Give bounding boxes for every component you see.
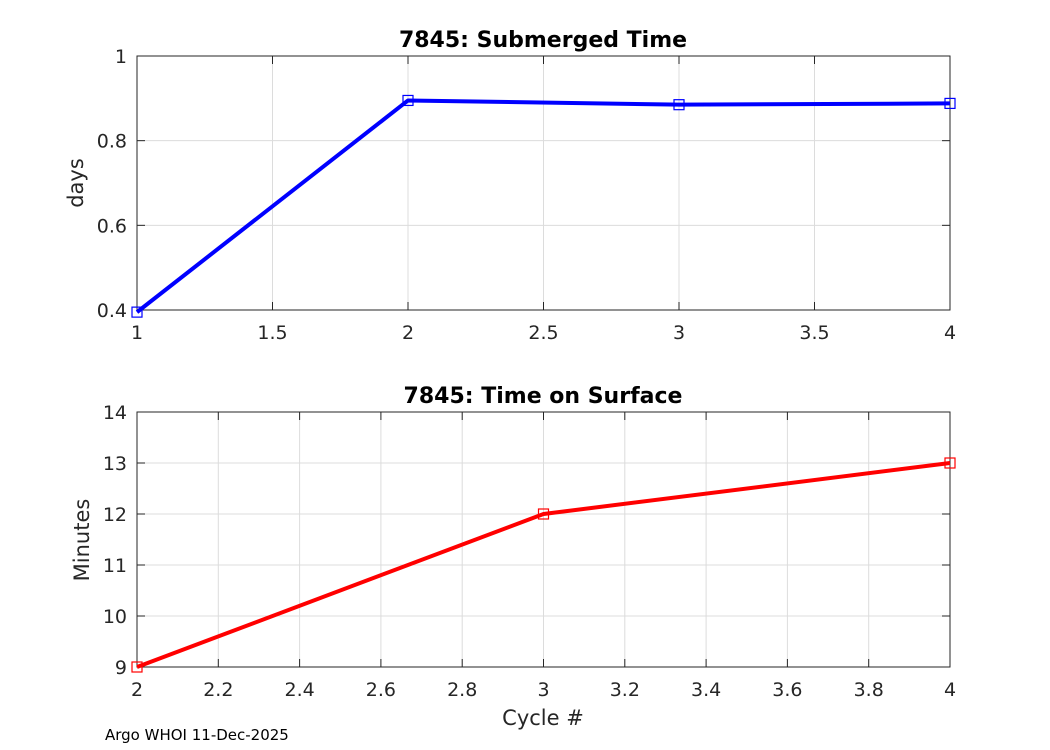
surface-time-series-line: [136, 461, 951, 669]
surface-time-xtick-label: 2: [131, 679, 143, 701]
submerged-time-ticks: 1 1.5 2 2.5 3 3.5 4 0.4 0.6 0.8 1: [97, 46, 956, 344]
surface-time-xtick-label: 3.2: [610, 679, 640, 701]
surface-time-xtick-label: 3.8: [854, 679, 884, 701]
submerged-time-data-point: [673, 99, 685, 111]
submerged-time-data-point: [131, 306, 143, 318]
submerged-time-data-point: [402, 94, 414, 107]
submerged-time-xtick-label: 1: [131, 322, 143, 344]
submerged-time-ytick-label: 0.8: [97, 131, 127, 153]
surface-time-chart: 2 2.2 2.4 2.6 2.8 3 3.2 3.4 3.6 3.8 4 9 10 11 12 13 14 7…: [70, 384, 956, 730]
surface-time-xtick-label: 2.4: [284, 679, 314, 701]
submerged-time-xtick-label: 3: [673, 322, 685, 344]
surface-time-data-point: [537, 508, 550, 520]
surface-time-xtick-label: 4: [944, 679, 956, 701]
surface-time-data-point: [944, 457, 956, 469]
surface-time-ytick-label: 14: [103, 402, 127, 424]
surface-time-title: 7845: Time on Surface: [404, 384, 683, 409]
surface-time-xtick-label: 2.6: [366, 679, 396, 701]
surface-time-xtick-label: 2.8: [447, 679, 477, 701]
surface-time-ytick-label: 9: [115, 657, 127, 679]
submerged-time-ytick-label: 0.4: [97, 300, 127, 322]
submerged-time-data-point: [944, 97, 956, 110]
surface-time-ylabel: Minutes: [70, 499, 94, 582]
surface-time-xtick-label: 2.2: [203, 679, 233, 701]
footer-credit: Argo WHOI 11-Dec-2025: [105, 726, 289, 744]
submerged-time-xtick-label: 2.5: [528, 322, 558, 344]
surface-time-data-point: [131, 661, 143, 673]
surface-time-ytick-label: 10: [103, 606, 127, 628]
submerged-time-ytick-label: 1: [115, 46, 127, 68]
submerged-time-ytick-label: 0.6: [97, 215, 127, 237]
submerged-time-xtick-label: 3.5: [799, 322, 829, 344]
surface-time-series: [131, 457, 956, 673]
surface-time-ytick-label: 13: [103, 453, 127, 475]
surface-time-ytick-label: 12: [103, 504, 127, 526]
surface-time-xlabel: Cycle #: [502, 706, 584, 730]
submerged-time-series: [131, 94, 956, 318]
submerged-time-xtick-label: 4: [944, 322, 956, 344]
surface-time-xtick-label: 3.4: [691, 679, 721, 701]
submerged-time-title: 7845: Submerged Time: [399, 28, 687, 53]
surface-time-xtick-label: 3.6: [772, 679, 802, 701]
submerged-time-ylabel: days: [64, 158, 88, 208]
submerged-time-xtick-label: 2: [402, 322, 414, 344]
submerged-time-chart: 1 1.5 2 2.5 3 3.5 4 0.4 0.6 0.8 1 7845: Submerged …: [64, 28, 956, 344]
submerged-time-series-line: [135, 98, 951, 314]
surface-time-xtick-label: 3: [537, 679, 549, 701]
submerged-time-xtick-label: 1.5: [257, 322, 287, 344]
surface-time-ticks: 2 2.2 2.4 2.6 2.8 3 3.2 3.4 3.6 3.8 4 9 10 11 12 13 14: [103, 402, 956, 701]
surface-time-ytick-label: 11: [103, 555, 127, 577]
